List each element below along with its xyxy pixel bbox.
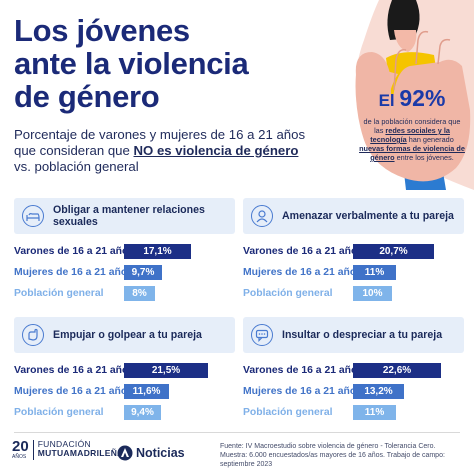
bar-mujeres: 11,6%	[124, 384, 169, 399]
speech-bubble-icon	[251, 324, 273, 346]
card-header: Amenazar verbalmente a tu pareja	[243, 198, 464, 234]
bar-varones: 21,5%	[124, 363, 208, 378]
logo-number: 20	[12, 438, 29, 455]
card-title: Amenazar verbalmente a tu pareja	[282, 210, 454, 222]
card-header: Insultar o despreciar a tu pareja	[243, 317, 464, 353]
logo-separator	[32, 440, 34, 460]
bed-icon	[22, 205, 44, 227]
stat-text-3: entre los jóvenes.	[394, 153, 454, 162]
title-line-1: Los jóvenes	[14, 13, 190, 48]
bar-mujeres: 13,2%	[353, 384, 404, 399]
row-label: Varones de 16 a 21 años	[14, 365, 135, 376]
row-poblacion: Población general 8%	[14, 286, 235, 301]
subtitle-text-end: vs. población general	[14, 159, 139, 174]
category-card-3: Empujar o golpear a tu pareja Varones de…	[14, 317, 235, 426]
logo-line-2: MUTUAMADRILEÑA	[37, 448, 124, 458]
stat-text-emph-2: nuevas formas de violencia de género	[359, 144, 465, 162]
stat-text-1: de la población considera que las	[363, 117, 461, 135]
row-label: Mujeres de 16 a 21 años	[14, 386, 133, 397]
hand-push-icon	[22, 324, 44, 346]
bar-varones: 17,1%	[124, 244, 191, 259]
row-poblacion: Población general 10%	[243, 286, 464, 301]
bar-varones: 20,7%	[353, 244, 434, 259]
row-varones: Varones de 16 a 21 años 17,1%	[14, 244, 235, 259]
source-note: Fuente: IV Macroestudio sobre violencia …	[220, 442, 468, 469]
row-label: Población general	[14, 288, 104, 299]
stat-callout: El 92% de la población considera que las…	[358, 86, 466, 190]
bar-varones: 22,6%	[353, 363, 441, 378]
row-label: Mujeres de 16 a 21 años	[243, 267, 362, 278]
footer-divider	[14, 432, 460, 433]
row-label: Población general	[14, 407, 104, 418]
row-poblacion: Población general 9,4%	[14, 405, 235, 420]
row-mujeres: Mujeres de 16 a 21 años 13,2%	[243, 384, 464, 399]
category-card-4: Insultar o despreciar a tu pareja Varone…	[243, 317, 464, 426]
hand-illustration	[355, 0, 474, 190]
stat-text-2: han generado	[406, 135, 454, 144]
source-line-1: Fuente: IV Macroestudio sobre violencia …	[220, 443, 436, 450]
bar-poblacion: 11%	[353, 405, 396, 420]
row-label: Población general	[243, 407, 333, 418]
row-varones: Varones de 16 a 21 años 22,6%	[243, 363, 464, 378]
card-header: Empujar o golpear a tu pareja	[14, 317, 235, 353]
card-header: Obligar a mantener relaciones sexuales	[14, 198, 235, 234]
stat-number: 92%	[399, 85, 446, 111]
subtitle-text: Porcentaje de varones y mujeres de 16 a …	[14, 127, 306, 158]
row-label: Mujeres de 16 a 21 años	[14, 267, 133, 278]
bar-mujeres: 9,7%	[124, 265, 162, 280]
source-line-2: Muestra: 6.000 encuestados/as mayores de…	[220, 452, 445, 468]
stat-prefix: El	[378, 91, 400, 110]
row-label: Varones de 16 a 21 años	[14, 246, 135, 257]
card-title: Insultar o despreciar a tu pareja	[282, 329, 443, 341]
row-mujeres: Mujeres de 16 a 21 años 11,6%	[14, 384, 235, 399]
row-varones: Varones de 16 a 21 años 21,5%	[14, 363, 235, 378]
row-poblacion: Población general 11%	[243, 405, 464, 420]
card-title: Empujar o golpear a tu pareja	[53, 329, 202, 341]
title-line-2: ante la violencia	[14, 46, 249, 81]
antena3-icon	[117, 445, 133, 461]
row-label: Varones de 16 a 21 años	[243, 365, 364, 376]
row-label: Mujeres de 16 a 21 años	[243, 386, 362, 397]
subtitle-highlight: NO es violencia de género	[133, 143, 299, 158]
row-mujeres: Mujeres de 16 a 21 años 9,7%	[14, 265, 235, 280]
stat-text: de la población considera que las redes …	[358, 117, 466, 162]
stat-text-emph-1: redes sociales y la tecnología	[370, 126, 450, 144]
bar-mujeres: 11%	[353, 265, 396, 280]
noticias-label: Noticias	[136, 446, 185, 460]
row-label: Población general	[243, 288, 333, 299]
row-varones: Varones de 16 a 21 años 20,7%	[243, 244, 464, 259]
threat-icon	[251, 205, 273, 227]
fundacion-mutua-logo: 20 AÑOS FUNDACIÓN MUTUAMADRILEÑA	[12, 438, 124, 460]
bar-poblacion: 8%	[124, 286, 155, 301]
category-card-2: Amenazar verbalmente a tu pareja Varones…	[243, 198, 464, 307]
title-line-3: de género	[14, 79, 160, 114]
row-mujeres: Mujeres de 16 a 21 años 11%	[243, 265, 464, 280]
logo-anos: AÑOS	[12, 454, 27, 460]
page-title: Los jóvenes ante la violencia de género	[14, 14, 314, 113]
card-title: Obligar a mantener relaciones sexuales	[53, 204, 205, 228]
category-card-1: Obligar a mantener relaciones sexuales V…	[14, 198, 235, 307]
antena3-noticias-logo: Noticias	[117, 445, 185, 461]
row-label: Varones de 16 a 21 años	[243, 246, 364, 257]
bar-poblacion: 9,4%	[124, 405, 161, 420]
bar-poblacion: 10%	[353, 286, 392, 301]
logo-line-1: FUNDACIÓN	[37, 439, 91, 449]
subtitle: Porcentaje de varones y mujeres de 16 a …	[14, 127, 314, 175]
stat-value: El 92%	[358, 86, 466, 114]
